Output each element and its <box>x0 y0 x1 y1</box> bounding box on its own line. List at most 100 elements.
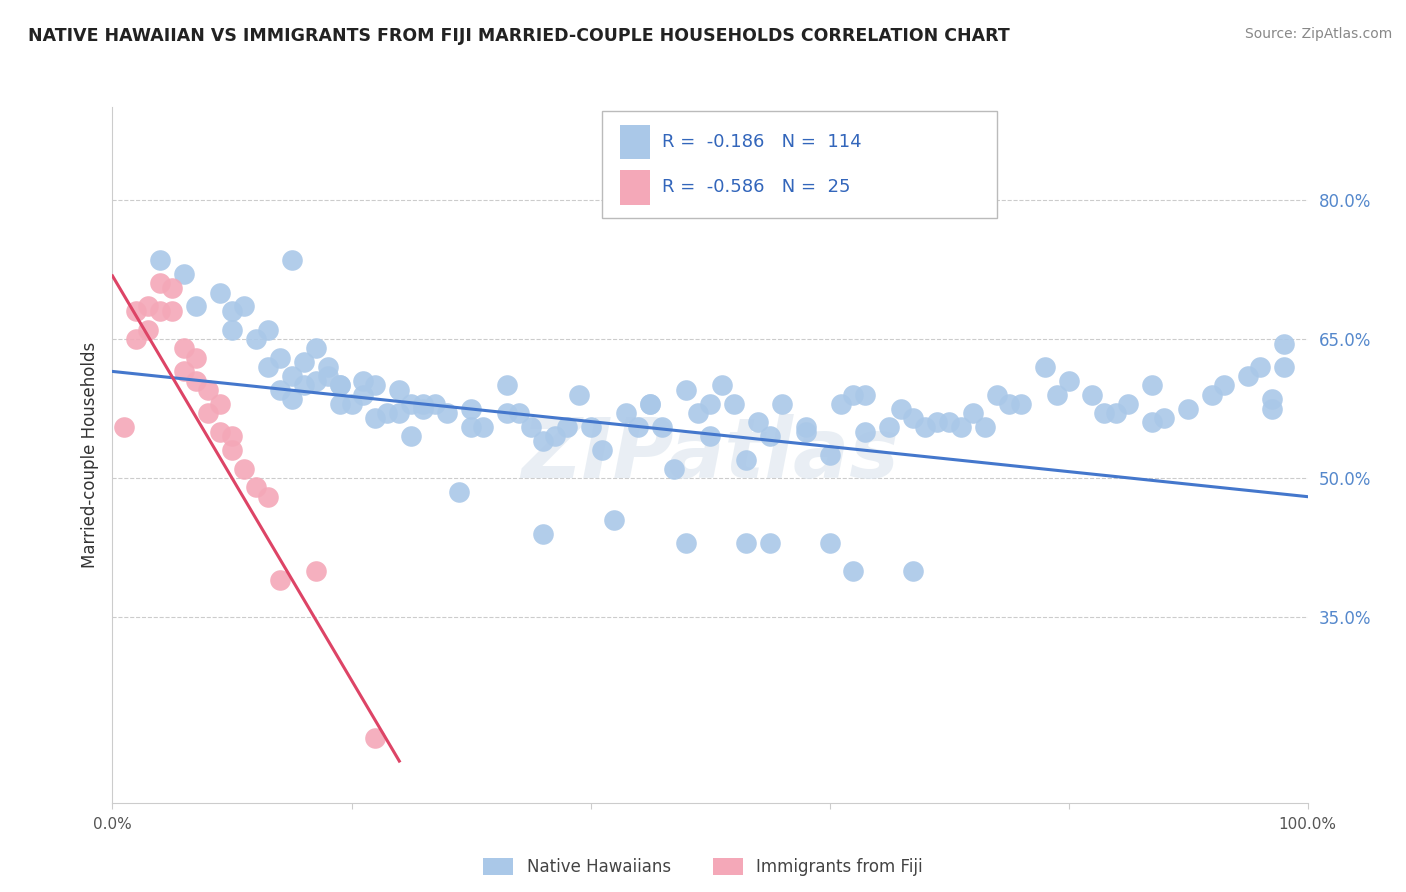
Point <box>364 378 387 392</box>
Point <box>412 401 434 416</box>
Point <box>304 341 326 355</box>
Point <box>998 397 1021 411</box>
Point <box>1260 401 1282 416</box>
Point <box>903 410 925 425</box>
Point <box>281 253 304 268</box>
Point <box>208 285 231 300</box>
Point <box>723 397 745 411</box>
Point <box>1105 406 1128 420</box>
Point <box>208 397 231 411</box>
Point <box>221 443 243 458</box>
Point <box>508 406 530 420</box>
Y-axis label: Married-couple Households: Married-couple Households <box>80 342 98 568</box>
Point <box>603 513 626 527</box>
Point <box>1201 387 1223 401</box>
Text: NATIVE HAWAIIAN VS IMMIGRANTS FROM FIJI MARRIED-COUPLE HOUSEHOLDS CORRELATION CH: NATIVE HAWAIIAN VS IMMIGRANTS FROM FIJI … <box>28 27 1010 45</box>
Point <box>531 434 554 448</box>
Point <box>304 564 326 578</box>
Point <box>232 300 256 314</box>
Point <box>281 369 304 384</box>
Point <box>436 406 458 420</box>
Point <box>1272 359 1295 374</box>
Point <box>531 526 554 541</box>
Point <box>627 420 650 434</box>
Point <box>257 490 280 504</box>
Point <box>699 397 721 411</box>
Text: R =  -0.586   N =  25: R = -0.586 N = 25 <box>662 178 851 196</box>
Point <box>520 420 543 434</box>
Point <box>567 387 591 401</box>
Point <box>401 397 423 411</box>
Point <box>496 406 519 420</box>
Point <box>638 397 662 411</box>
Point <box>221 323 243 337</box>
Point <box>1033 359 1056 374</box>
Point <box>328 378 352 392</box>
Point <box>877 420 900 434</box>
Point <box>591 443 613 458</box>
Point <box>316 369 339 384</box>
Point <box>794 420 817 434</box>
Point <box>173 267 195 281</box>
Point <box>245 332 267 346</box>
Point <box>460 401 482 416</box>
Point <box>794 425 817 439</box>
Point <box>257 359 280 374</box>
Point <box>460 420 482 434</box>
Point <box>1272 336 1295 351</box>
Point <box>149 304 172 318</box>
Point <box>269 573 291 587</box>
Point <box>614 406 637 420</box>
Point <box>352 387 374 401</box>
Point <box>328 378 352 392</box>
Point <box>388 383 411 397</box>
Point <box>735 536 758 550</box>
Point <box>651 420 673 434</box>
Point <box>1237 369 1260 384</box>
Point <box>328 397 352 411</box>
Point <box>316 359 339 374</box>
Point <box>447 485 470 500</box>
Legend: Native Hawaiians, Immigrants from Fiji: Native Hawaiians, Immigrants from Fiji <box>477 852 929 883</box>
Point <box>1045 387 1069 401</box>
Point <box>197 383 219 397</box>
Point <box>149 277 172 291</box>
Point <box>686 406 709 420</box>
Point <box>747 416 769 430</box>
Point <box>818 536 841 550</box>
Point <box>173 364 195 378</box>
Point <box>962 406 984 420</box>
Point <box>162 281 183 295</box>
Point <box>1260 392 1282 407</box>
Point <box>1153 410 1175 425</box>
Point <box>579 420 602 434</box>
Point <box>699 429 721 443</box>
Point <box>352 374 374 388</box>
Point <box>340 397 363 411</box>
Point <box>292 355 315 369</box>
Point <box>114 420 135 434</box>
Point <box>281 392 304 407</box>
Point <box>221 304 243 318</box>
Point <box>401 429 423 443</box>
Point <box>1140 378 1163 392</box>
Point <box>973 420 995 434</box>
Point <box>186 300 208 314</box>
Point <box>1177 401 1199 416</box>
Point <box>1140 416 1163 430</box>
Point <box>1116 397 1139 411</box>
Point <box>425 397 447 411</box>
Point <box>364 410 387 425</box>
Point <box>675 383 697 397</box>
Point <box>269 383 291 397</box>
Point <box>377 406 399 420</box>
Point <box>125 332 148 346</box>
Point <box>1010 397 1032 411</box>
Point <box>853 387 877 401</box>
Point <box>1092 406 1115 420</box>
FancyBboxPatch shape <box>620 170 650 205</box>
Point <box>162 304 183 318</box>
Point <box>903 564 925 578</box>
Point <box>830 397 852 411</box>
Point <box>842 564 865 578</box>
